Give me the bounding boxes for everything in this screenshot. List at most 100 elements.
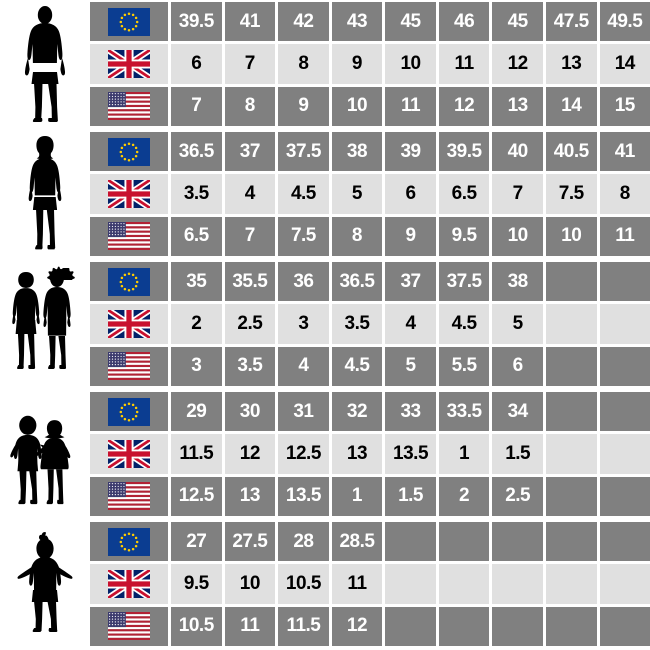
teen-boy-and-girl-silhouette [0, 260, 90, 386]
size-rows-women: 36.5 37 37.5 38 39 39.5 40 40.5 41 3.5 4 4.5 5 6 6.5 7… [90, 130, 650, 256]
size-cell: 10 [385, 44, 436, 84]
size-group-teens: 35 35.5 36 36.5 37 37.5 38 2 2.5 3 3.5 4 4.5 5 3 3.5 4… [0, 260, 650, 390]
adult-man-silhouette [0, 0, 90, 126]
size-cell: 8 [331, 216, 383, 256]
size-row-children-eu: 29 30 31 32 33 33.5 34 [90, 392, 650, 432]
uk-flag-icon [90, 564, 168, 604]
toddler-silhouette [0, 520, 90, 646]
size-cell: 7 [224, 44, 276, 84]
uk-flag-icon [90, 174, 168, 214]
size-cell: 40 [492, 132, 543, 172]
size-cell: 1 [331, 476, 383, 516]
size-row-men-uk: 6 7 8 9 10 11 12 13 14 [90, 44, 650, 84]
size-group-toddler: 27 27.5 28 28.5 9.5 10 10.5 11 10.5 11 11.5 12 [0, 520, 650, 650]
size-cell: 9 [278, 86, 329, 126]
size-cell: 36.5 [171, 132, 222, 172]
size-cell-empty [492, 564, 543, 604]
size-cell: 1.5 [385, 476, 436, 516]
size-row-teens-eu: 35 35.5 36 36.5 37 37.5 38 [90, 262, 650, 302]
size-cell: 2.5 [492, 476, 543, 516]
adult-woman-silhouette [0, 130, 90, 256]
size-cell: 5 [492, 304, 543, 344]
size-cell: 29 [171, 392, 222, 432]
size-cell: 11.5 [278, 606, 329, 646]
size-cell-empty [599, 346, 650, 386]
size-cell: 8 [599, 174, 650, 214]
size-row-teens-uk: 2 2.5 3 3.5 4 4.5 5 [90, 304, 650, 344]
size-cell: 27 [171, 522, 222, 562]
size-cell-empty [492, 522, 543, 562]
size-cell: 47.5 [545, 2, 597, 42]
size-cell: 3.5 [171, 174, 222, 214]
size-cell: 9 [385, 216, 436, 256]
size-cell-empty [599, 304, 650, 344]
size-cell: 49.5 [599, 2, 650, 42]
size-cell: 13 [331, 434, 383, 474]
size-rows-children: 29 30 31 32 33 33.5 34 11.5 12 12.5 13 13.5 1 1.5 12… [90, 390, 650, 516]
size-cell: 38 [492, 262, 543, 302]
size-cell-empty [599, 434, 650, 474]
size-cell: 39.5 [438, 132, 490, 172]
size-cell: 8 [224, 86, 276, 126]
size-cell: 6.5 [438, 174, 490, 214]
size-cell: 7.5 [278, 216, 329, 256]
size-cell: 27.5 [224, 522, 276, 562]
size-cell: 7 [224, 216, 276, 256]
size-cell-empty [545, 434, 597, 474]
size-cell-empty [545, 476, 597, 516]
us-flag-icon [90, 86, 168, 126]
size-cell: 5.5 [438, 346, 490, 386]
size-cell-empty [599, 392, 650, 432]
children-holding-hands-silhouette [0, 390, 90, 516]
size-cell: 9.5 [171, 564, 222, 604]
size-cell: 13 [492, 86, 543, 126]
size-row-men-us: 7 8 9 10 11 12 13 14 15 [90, 86, 650, 126]
size-cell: 4.5 [278, 174, 329, 214]
size-cell: 10.5 [278, 564, 329, 604]
size-rows-teens: 35 35.5 36 36.5 37 37.5 38 2 2.5 3 3.5 4 4.5 5 3 3.5 4… [90, 260, 650, 386]
size-cell: 11 [224, 606, 276, 646]
size-cell: 4 [278, 346, 329, 386]
size-cell: 30 [224, 392, 276, 432]
size-row-toddler-uk: 9.5 10 10.5 11 [90, 564, 650, 604]
size-cell: 12 [331, 606, 383, 646]
size-cell: 11 [331, 564, 383, 604]
size-cell: 35 [171, 262, 222, 302]
size-cell: 36.5 [331, 262, 383, 302]
size-cell: 10 [545, 216, 597, 256]
size-cell-empty [599, 262, 650, 302]
eu-flag-icon [90, 522, 168, 562]
size-cell: 6 [492, 346, 543, 386]
size-cell: 37 [224, 132, 276, 172]
size-cell-empty [492, 606, 543, 646]
size-cell: 7 [492, 174, 543, 214]
size-cell: 11 [438, 44, 490, 84]
size-cell-empty [438, 564, 490, 604]
size-row-children-us: 12.5 13 13.5 1 1.5 2 2.5 [90, 476, 650, 516]
size-row-women-uk: 3.5 4 4.5 5 6 6.5 7 7.5 8 [90, 174, 650, 214]
size-cell-empty [599, 476, 650, 516]
size-cell: 7 [171, 86, 222, 126]
size-cell: 3.5 [331, 304, 383, 344]
size-cell: 7.5 [545, 174, 597, 214]
size-cell-empty [599, 606, 650, 646]
size-cell-empty [438, 522, 490, 562]
size-cell: 28.5 [331, 522, 383, 562]
size-cell: 45 [385, 2, 436, 42]
size-cell: 5 [331, 174, 383, 214]
size-cell-empty [545, 522, 597, 562]
size-cell: 14 [545, 86, 597, 126]
size-cell: 13.5 [278, 476, 329, 516]
size-row-toddler-us: 10.5 11 11.5 12 [90, 606, 650, 646]
us-flag-icon [90, 346, 168, 386]
size-cell: 11 [599, 216, 650, 256]
size-cell-empty [545, 564, 597, 604]
size-cell: 2 [438, 476, 490, 516]
size-cell-empty [545, 392, 597, 432]
size-group-men: 39.5 41 42 43 45 46 45 47.5 49.5 6 7 8 9 10 11 12 13 14 … [0, 0, 650, 130]
size-cell-empty [545, 304, 597, 344]
size-cell-empty [545, 262, 597, 302]
size-cell: 35.5 [224, 262, 276, 302]
size-rows-men: 39.5 41 42 43 45 46 45 47.5 49.5 6 7 8 9 10 11 12 13 14 … [90, 0, 650, 126]
size-cell: 2 [171, 304, 222, 344]
